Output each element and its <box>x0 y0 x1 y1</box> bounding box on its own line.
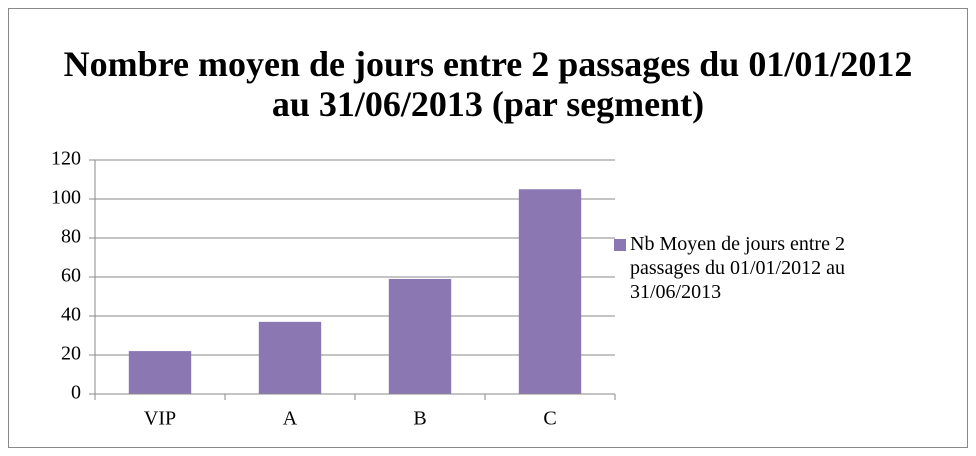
legend-label: Nb Moyen de jours entre 2 passages du 01… <box>630 233 845 303</box>
y-tick-label: 120 <box>51 148 81 170</box>
x-tick-label: B <box>413 408 426 430</box>
bar <box>128 351 192 394</box>
y-tick-label: 100 <box>51 187 81 209</box>
x-tick-label: A <box>283 408 298 430</box>
bar <box>258 321 322 394</box>
bar <box>518 189 582 394</box>
bar <box>388 278 452 394</box>
x-tick-label: C <box>543 408 556 430</box>
y-tick-label: 80 <box>61 226 81 248</box>
y-tick-label: 40 <box>61 304 81 326</box>
legend-swatch <box>614 239 626 251</box>
y-tick-label: 20 <box>61 343 81 365</box>
x-tick-label: VIP <box>144 408 176 430</box>
chart-title: Nombre moyen de jours entre 2 passages d… <box>63 44 913 124</box>
y-tick-label: 60 <box>61 265 81 287</box>
y-tick-label: 0 <box>71 382 81 404</box>
